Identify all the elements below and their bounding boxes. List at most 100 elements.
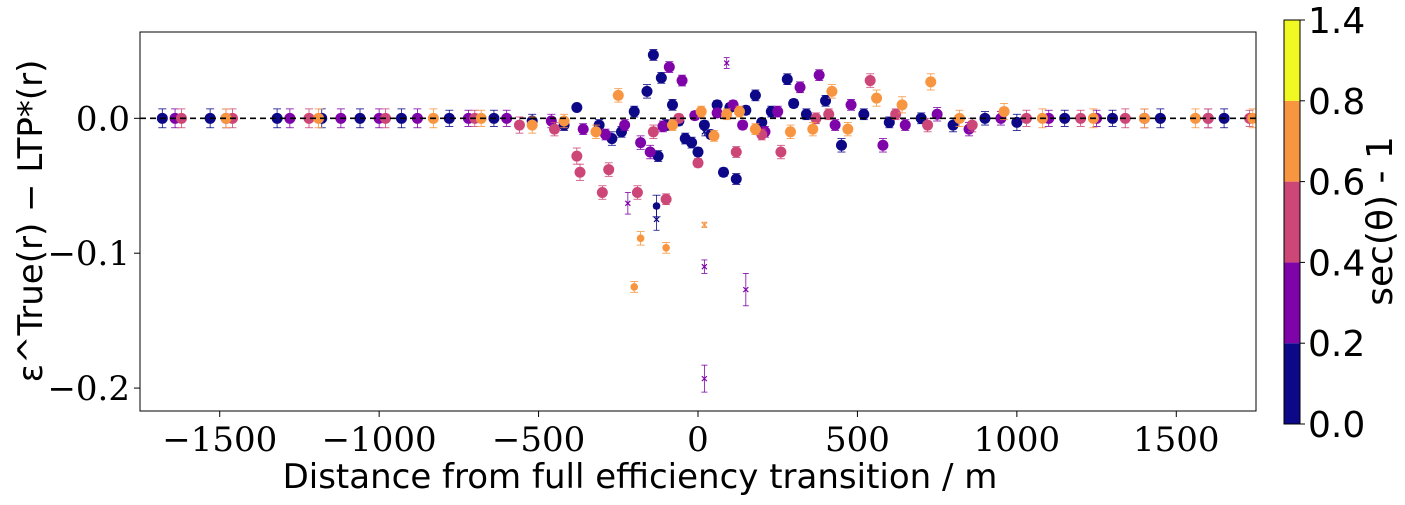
data-point (708, 130, 720, 142)
data-point (721, 108, 733, 120)
data-point (899, 119, 911, 131)
data-point (692, 146, 704, 158)
colorbar-tick-label: 0.2 (1308, 324, 1365, 365)
data-point (931, 108, 943, 120)
data-point (600, 129, 612, 141)
series-0.6-0.8 (220, 73, 1256, 293)
data-point (443, 112, 455, 124)
data-point (784, 126, 796, 138)
data-point (612, 89, 624, 101)
data-point (603, 164, 615, 176)
data-point (549, 123, 561, 135)
data-point (871, 92, 883, 104)
data-point (845, 99, 857, 111)
colorbar-tick-label: 1.4 (1308, 1, 1365, 42)
data-point (749, 123, 761, 135)
data-point (835, 139, 847, 151)
colorbar-label: sec(θ) - 1 (1360, 136, 1401, 306)
data-point (686, 137, 698, 149)
data-point (411, 112, 423, 124)
data-point (647, 49, 659, 61)
data-point (501, 112, 513, 124)
data-point (641, 85, 653, 97)
data-point (652, 202, 661, 210)
colorbar-band (1284, 343, 1300, 424)
data-point (1202, 112, 1214, 124)
data-point (558, 115, 570, 127)
cross-marker (701, 263, 708, 270)
data-point (577, 123, 589, 135)
data-point (1011, 116, 1023, 128)
colorbar-tick-label: 0.8 (1308, 82, 1365, 123)
data-point (663, 61, 675, 73)
x-tick-label: 500 (825, 420, 890, 460)
data-point (662, 244, 670, 252)
data-point (303, 112, 315, 124)
colorbar-tick-label: 0.6 (1308, 163, 1365, 204)
data-point (644, 146, 656, 158)
data-point (636, 234, 645, 243)
x-axis-label: Distance from full efficiency transition… (283, 457, 998, 497)
x-tick-label: 1500 (1133, 420, 1220, 460)
data-point (829, 119, 841, 131)
data-point (890, 108, 902, 120)
colorbar-band (1284, 100, 1300, 182)
data-point (647, 126, 659, 138)
x-tick-label: −1500 (162, 420, 277, 460)
data-point (630, 283, 639, 291)
data-point (619, 119, 631, 131)
data-point (596, 187, 608, 199)
data-point (692, 157, 704, 169)
colorbar: 0.0 0.2 0.4 0.6 0.8 1.4 (1283, 1, 1365, 446)
data-point (571, 102, 583, 114)
data-point (628, 106, 640, 118)
data-point (571, 150, 583, 162)
data-point (631, 187, 643, 199)
cross-marker (701, 375, 708, 382)
data-point (284, 112, 296, 124)
data-point (711, 99, 723, 111)
data-point (966, 119, 978, 131)
y-axis-label: ε^True(r) − LTP*(r) (11, 60, 51, 383)
data-point (813, 69, 825, 81)
data-point (526, 119, 538, 131)
data-point (737, 119, 749, 131)
data-point (922, 119, 934, 131)
y-tick-label: −0.2 (47, 369, 130, 409)
data-point (513, 119, 525, 131)
cross-marker (701, 128, 708, 135)
data-point (676, 75, 688, 87)
data-point (271, 112, 283, 124)
data-point (657, 120, 669, 132)
colorbar-band (1284, 20, 1300, 101)
data-point (807, 123, 819, 135)
colorbar-band (1284, 262, 1300, 344)
data-point (1020, 112, 1032, 124)
cross-marker (742, 286, 749, 293)
cross-marker (653, 216, 660, 223)
cross-marker (624, 200, 631, 207)
data-point (858, 108, 870, 120)
y-tick-label: −0.1 (47, 234, 130, 274)
x-tick-label: −1000 (322, 420, 437, 460)
data-point (842, 123, 854, 135)
y-tick-label: 0.0 (76, 99, 130, 139)
data-point (733, 106, 745, 118)
data-point (660, 193, 672, 205)
data-point (590, 126, 602, 138)
data-point (794, 81, 806, 93)
data-point (666, 99, 678, 111)
data-point (896, 99, 908, 111)
data-point (220, 112, 232, 124)
data-point (574, 166, 586, 178)
data-point (718, 166, 730, 178)
cross-marker (701, 221, 708, 228)
data-point (864, 75, 876, 87)
data-point (711, 107, 723, 119)
data-point (730, 173, 742, 185)
data-point (820, 95, 832, 107)
data-point (772, 106, 784, 118)
x-tick-label: 0 (687, 420, 709, 460)
data-point (800, 108, 812, 120)
